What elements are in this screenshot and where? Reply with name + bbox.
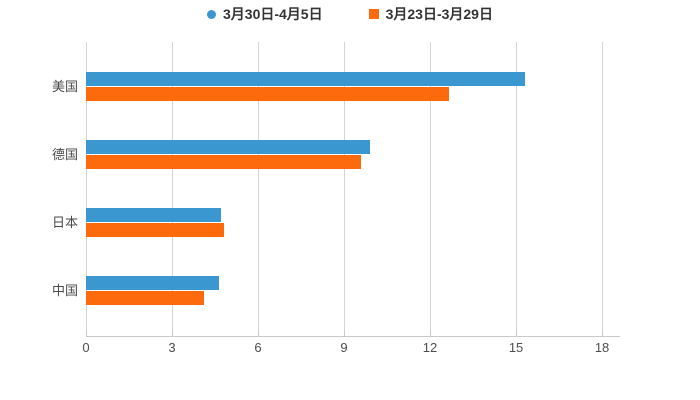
- gridline: [602, 42, 604, 330]
- legend-label-week1: 3月23日-3月29日: [385, 6, 493, 22]
- legend-item-week2[interactable]: 3月30日-4月5日: [207, 6, 323, 22]
- bar[interactable]: [86, 223, 224, 237]
- bar[interactable]: [86, 208, 221, 222]
- x-tick-label: 12: [422, 340, 438, 355]
- gridline: [516, 42, 518, 330]
- x-tick-label: 9: [340, 340, 348, 355]
- x-tick-label: 15: [508, 340, 524, 355]
- bar[interactable]: [86, 291, 204, 305]
- gridline: [86, 42, 87, 330]
- axis-tick: [86, 330, 87, 337]
- bar[interactable]: [86, 155, 361, 169]
- bar[interactable]: [86, 72, 525, 86]
- axis-tick: [602, 330, 604, 337]
- legend-circle-marker: [207, 9, 216, 19]
- axis-tick: [516, 330, 518, 337]
- category-label: 中国: [51, 282, 78, 298]
- category-label: 德国: [51, 146, 78, 162]
- gridline: [258, 42, 260, 330]
- axis-tick: [430, 330, 432, 337]
- legend: 3月30日-4月5日 3月23日-3月29日: [0, 6, 700, 22]
- legend-label-week2: 3月30日-4月5日: [223, 6, 323, 22]
- axis-tick: [258, 330, 260, 337]
- legend-item-week1[interactable]: 3月23日-3月29日: [368, 6, 493, 22]
- category-label: 美国: [51, 78, 78, 94]
- bar[interactable]: [86, 276, 219, 290]
- x-tick-label: 18: [594, 340, 610, 355]
- bar[interactable]: [86, 140, 370, 154]
- x-tick-label: 0: [82, 340, 90, 355]
- bar[interactable]: [86, 87, 449, 101]
- x-axis-line: [86, 336, 620, 337]
- x-tick-label: 6: [254, 340, 262, 355]
- x-tick-label: 3: [168, 340, 176, 355]
- axis-tick: [172, 330, 173, 337]
- gridline: [430, 42, 432, 330]
- category-label: 日本: [51, 214, 78, 230]
- gridline: [172, 42, 173, 330]
- legend-square-marker: [368, 9, 379, 19]
- axis-tick: [344, 330, 346, 337]
- gridline: [344, 42, 346, 330]
